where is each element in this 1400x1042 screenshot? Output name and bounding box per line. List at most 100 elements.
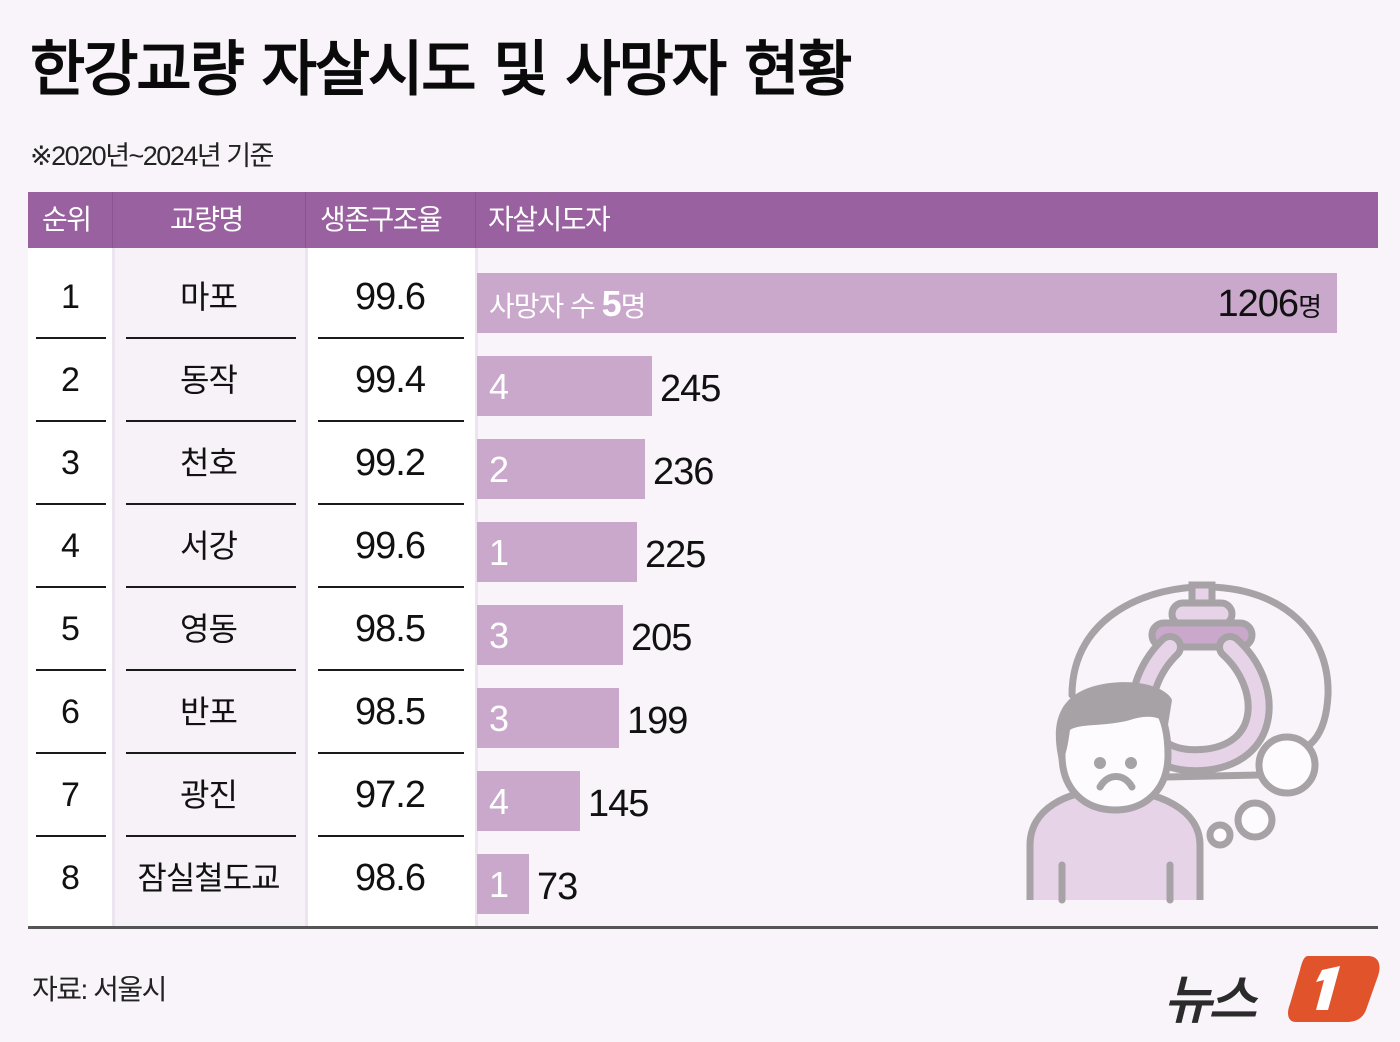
rank-cell: 4 <box>61 527 80 565</box>
bridge-name-cell: 동작 <box>180 362 238 398</box>
death-count: 5 <box>601 283 622 324</box>
survival-rate-cell: 99.6 <box>355 525 426 567</box>
survival-rate-cell: 99.2 <box>355 442 426 484</box>
attempts-bar: 2 <box>477 439 645 499</box>
attempts-bar: 4 <box>477 356 652 416</box>
row-divider <box>126 752 296 754</box>
rank-cell: 1 <box>61 278 80 316</box>
attempts-value: 225 <box>645 534 706 576</box>
table-row: 7 광진 97.2 4 145 <box>28 754 1378 837</box>
death-count: 2 <box>489 449 510 490</box>
attempts-value: 236 <box>653 451 714 493</box>
attempts-value: 205 <box>631 617 692 659</box>
rank-column <box>28 248 112 928</box>
survival-rate-cell: 99.6 <box>355 276 426 318</box>
bridge-name-cell: 반포 <box>180 694 238 730</box>
row-divider <box>318 669 464 671</box>
page-title: 한강교량 자살시도 및 사망자 현황 <box>30 35 852 105</box>
header-divider <box>112 192 113 248</box>
attempts-number: 1206 <box>1217 283 1300 325</box>
survival-rate-cell: 98.5 <box>355 691 426 733</box>
row-divider <box>126 503 296 505</box>
death-count: 1 <box>489 532 510 573</box>
table-row: 1 마포 99.6 사망자 수 5명 1206명 <box>28 256 1378 339</box>
rank-cell: 2 <box>61 361 80 399</box>
death-count-label: 사망자 수 5명 <box>489 273 647 333</box>
bridge-name-cell: 영동 <box>180 611 238 647</box>
attempts-value: 145 <box>588 783 649 825</box>
rank-cell: 8 <box>61 859 80 897</box>
header-divider <box>305 192 306 248</box>
row-divider <box>126 420 296 422</box>
rank-cell: 6 <box>61 693 80 731</box>
header-survival-rate: 생존구조율 <box>320 204 443 235</box>
subtitle: ※2020년~2024년 기준 <box>30 141 274 171</box>
header-attempts: 자살시도자 <box>488 204 611 235</box>
attempts-value: 245 <box>660 368 721 410</box>
bridge-name-cell: 서강 <box>180 528 238 564</box>
row-divider <box>318 337 464 339</box>
death-count: 4 <box>489 366 510 407</box>
row-divider <box>318 752 464 754</box>
table-row: 2 동작 99.4 4 245 <box>28 339 1378 422</box>
source-note: 자료: 서울시 <box>32 974 167 1005</box>
table-row: 6 반포 98.5 3 199 <box>28 671 1378 754</box>
rank-cell: 3 <box>61 444 80 482</box>
bridge-name-cell: 천호 <box>180 445 238 481</box>
survival-rate-cell: 98.5 <box>355 608 426 650</box>
logo-mark-icon <box>1288 956 1380 1022</box>
attempts-bar: 1 <box>477 522 637 582</box>
attempts-bar: 3 <box>477 688 619 748</box>
attempts-bar: 4 <box>477 771 580 831</box>
row-divider <box>318 835 464 837</box>
person-thinking-noose-icon <box>1010 575 1340 905</box>
attempts-bar: 사망자 수 5명 1206명 <box>477 273 1337 333</box>
logo-text: 뉴스 <box>1164 971 1257 1031</box>
table-row: 5 영동 98.5 3 205 <box>28 588 1378 671</box>
row-divider <box>318 586 464 588</box>
attempts-value: 1206명 <box>1217 273 1322 333</box>
survival-rate-cell: 99.4 <box>355 359 426 401</box>
row-divider <box>126 835 296 837</box>
row-divider <box>318 503 464 505</box>
death-label-suffix: 명 <box>620 291 647 322</box>
attempts-bar: 3 <box>477 605 623 665</box>
table-row: 8 잠실철도교 98.6 1 73 <box>28 837 1378 920</box>
attempts-value: 199 <box>627 700 688 742</box>
death-count: 3 <box>489 615 510 656</box>
death-count: 1 <box>489 864 510 905</box>
attempts-bar: 1 <box>477 854 529 914</box>
attempts-value: 73 <box>537 866 578 908</box>
row-divider <box>36 835 106 837</box>
rate-column <box>305 248 475 928</box>
death-label-prefix: 사망자 수 <box>489 291 602 322</box>
bridge-table: 순위 교량명 생존구조율 자살시도자 1 마포 99.6 사망자 수 5명 1206명 2… <box>28 192 1378 930</box>
row-divider <box>36 669 106 671</box>
survival-rate-cell: 98.6 <box>355 857 426 899</box>
bridge-name-cell: 마포 <box>180 279 238 315</box>
bottom-divider <box>28 926 1378 929</box>
table-row: 3 천호 99.2 2 236 <box>28 422 1378 505</box>
row-divider <box>318 420 464 422</box>
header-bridge-name: 교량명 <box>170 204 244 235</box>
survival-rate-cell: 97.2 <box>355 774 426 816</box>
row-divider <box>126 669 296 671</box>
row-divider <box>36 503 106 505</box>
table-header: 순위 교량명 생존구조율 자살시도자 <box>28 192 1378 248</box>
news1-logo: 뉴스 <box>1160 948 1382 1031</box>
row-divider <box>36 337 106 339</box>
row-divider <box>36 420 106 422</box>
death-count: 4 <box>489 781 510 822</box>
rank-cell: 7 <box>61 776 80 814</box>
name-column <box>112 248 305 928</box>
row-divider <box>36 586 106 588</box>
death-count: 3 <box>489 698 510 739</box>
table-row: 4 서강 99.6 1 225 <box>28 505 1378 588</box>
row-divider <box>36 752 106 754</box>
rank-cell: 5 <box>61 610 80 648</box>
row-divider <box>126 586 296 588</box>
header-rank: 순위 <box>42 204 92 235</box>
bridge-name-cell: 잠실철도교 <box>137 860 280 896</box>
header-divider <box>475 192 476 248</box>
attempts-unit: 명 <box>1298 292 1322 322</box>
